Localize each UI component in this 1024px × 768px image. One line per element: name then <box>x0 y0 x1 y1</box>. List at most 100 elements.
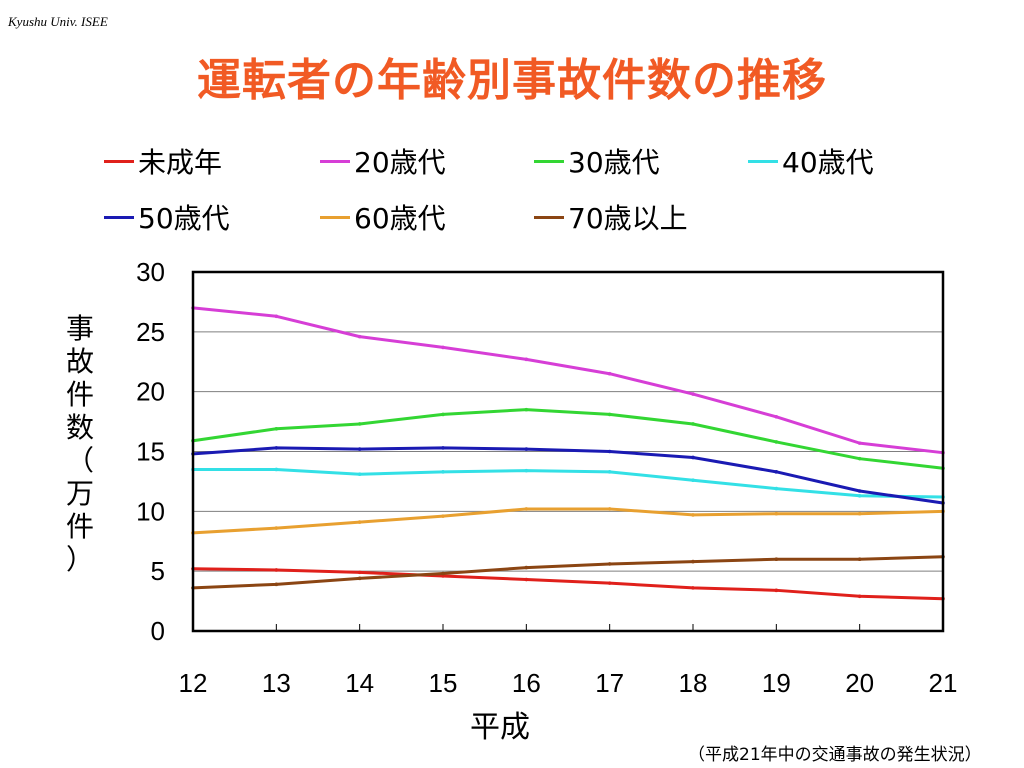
data-point <box>691 422 695 426</box>
y-tick-label: 10 <box>136 496 165 526</box>
data-point <box>441 446 445 450</box>
y-tick-label: 25 <box>136 317 165 347</box>
data-point <box>857 511 862 516</box>
data-point <box>441 470 445 474</box>
data-point <box>774 470 779 474</box>
data-point <box>857 493 862 498</box>
series-line-1 <box>192 567 944 601</box>
data-point <box>774 588 779 593</box>
data-point <box>524 507 529 511</box>
y-axis-label-char: （ <box>65 444 94 477</box>
legend-item-minor: 未成年 <box>104 146 222 179</box>
data-point <box>774 511 779 516</box>
legend-label: 60歳代 <box>354 202 446 235</box>
y-tick-label: 30 <box>136 257 165 287</box>
y-tick-label: 5 <box>151 556 165 586</box>
data-point <box>691 586 695 590</box>
data-point <box>607 581 612 585</box>
data-point <box>774 440 779 444</box>
legend-item-40s: 40歳代 <box>748 146 874 179</box>
data-point <box>857 489 862 493</box>
data-point <box>524 357 529 362</box>
legend-swatch <box>534 215 564 219</box>
data-point <box>357 576 362 581</box>
plot-frame <box>191 270 945 633</box>
legend-label: 40歳代 <box>782 146 874 179</box>
data-point <box>607 449 612 454</box>
x-tick-label: 20 <box>845 668 874 698</box>
legend-item-30s: 30歳代 <box>534 146 660 179</box>
data-point <box>524 577 529 582</box>
data-point <box>691 392 695 396</box>
data-point <box>357 472 362 477</box>
x-tick-label: 21 <box>929 668 958 698</box>
legend-item-50s: 50歳代 <box>104 202 230 235</box>
data-point <box>274 426 279 431</box>
data-point <box>357 422 362 426</box>
legend-swatch <box>104 215 134 219</box>
data-point <box>691 455 695 460</box>
data-point <box>607 371 612 376</box>
data-point <box>774 557 779 561</box>
slide-title: 運転者の年齢別事故件数の推移 <box>197 55 827 106</box>
legend-item-70plus: 70歳以上 <box>534 202 688 235</box>
legend-label: 未成年 <box>138 146 223 179</box>
y-axis-label-char: 故 <box>65 345 94 378</box>
x-tick-label: 12 <box>179 668 208 698</box>
series-line-2 <box>192 306 944 455</box>
legend-swatch <box>534 159 564 163</box>
y-axis-label: 事 故 件 数 （ 万 件 ） <box>60 312 100 576</box>
y-tick-label: 15 <box>136 437 165 467</box>
data-point <box>441 571 445 576</box>
y-axis-label-char: 数 <box>65 411 94 444</box>
data-point <box>857 441 862 445</box>
x-tick-label: 18 <box>679 668 708 698</box>
x-tick-label: 19 <box>762 668 791 698</box>
y-axis-label-char: 件 <box>65 510 94 543</box>
data-point <box>691 559 695 564</box>
data-point <box>524 565 529 570</box>
data-point <box>774 486 779 491</box>
data-point <box>357 334 362 339</box>
series-line-7 <box>192 555 944 590</box>
legend-swatch <box>320 159 350 163</box>
data-point <box>691 513 695 517</box>
data-point <box>607 507 612 511</box>
y-tick-label: 0 <box>151 616 165 646</box>
data-point <box>524 407 529 412</box>
data-point <box>441 514 445 518</box>
x-tick-label: 16 <box>512 668 541 698</box>
y-axis-label-char: 件 <box>65 378 94 411</box>
data-point <box>274 446 279 450</box>
data-point <box>357 520 362 524</box>
legend-label: 30歳代 <box>568 146 660 179</box>
data-point <box>274 582 279 587</box>
data-point <box>857 456 862 461</box>
data-point <box>524 447 529 451</box>
series-line-5 <box>192 446 944 505</box>
data-point <box>607 412 612 417</box>
data-point <box>441 412 445 417</box>
data-point <box>774 414 779 419</box>
legend-label: 70歳以上 <box>568 202 688 235</box>
series-line-4 <box>193 467 944 499</box>
y-tick-label: 20 <box>136 377 165 407</box>
organization-label: Kyushu Univ. ISEE <box>8 14 108 29</box>
data-point <box>274 526 279 530</box>
data-point <box>524 468 529 473</box>
y-axis-label-char: ） <box>65 543 94 576</box>
legend-item-20s: 20歳代 <box>320 146 446 179</box>
x-tick-label: 17 <box>595 668 624 698</box>
data-point <box>607 470 612 474</box>
data-point <box>441 345 445 350</box>
x-tick-label: 14 <box>345 668 374 698</box>
data-point <box>857 557 862 561</box>
data-point <box>274 568 279 572</box>
legend-swatch <box>104 159 134 163</box>
data-point <box>607 562 612 566</box>
data-point <box>691 478 695 483</box>
data-point <box>274 467 279 472</box>
series-line-3 <box>192 408 944 470</box>
x-tick-label: 15 <box>429 668 458 698</box>
